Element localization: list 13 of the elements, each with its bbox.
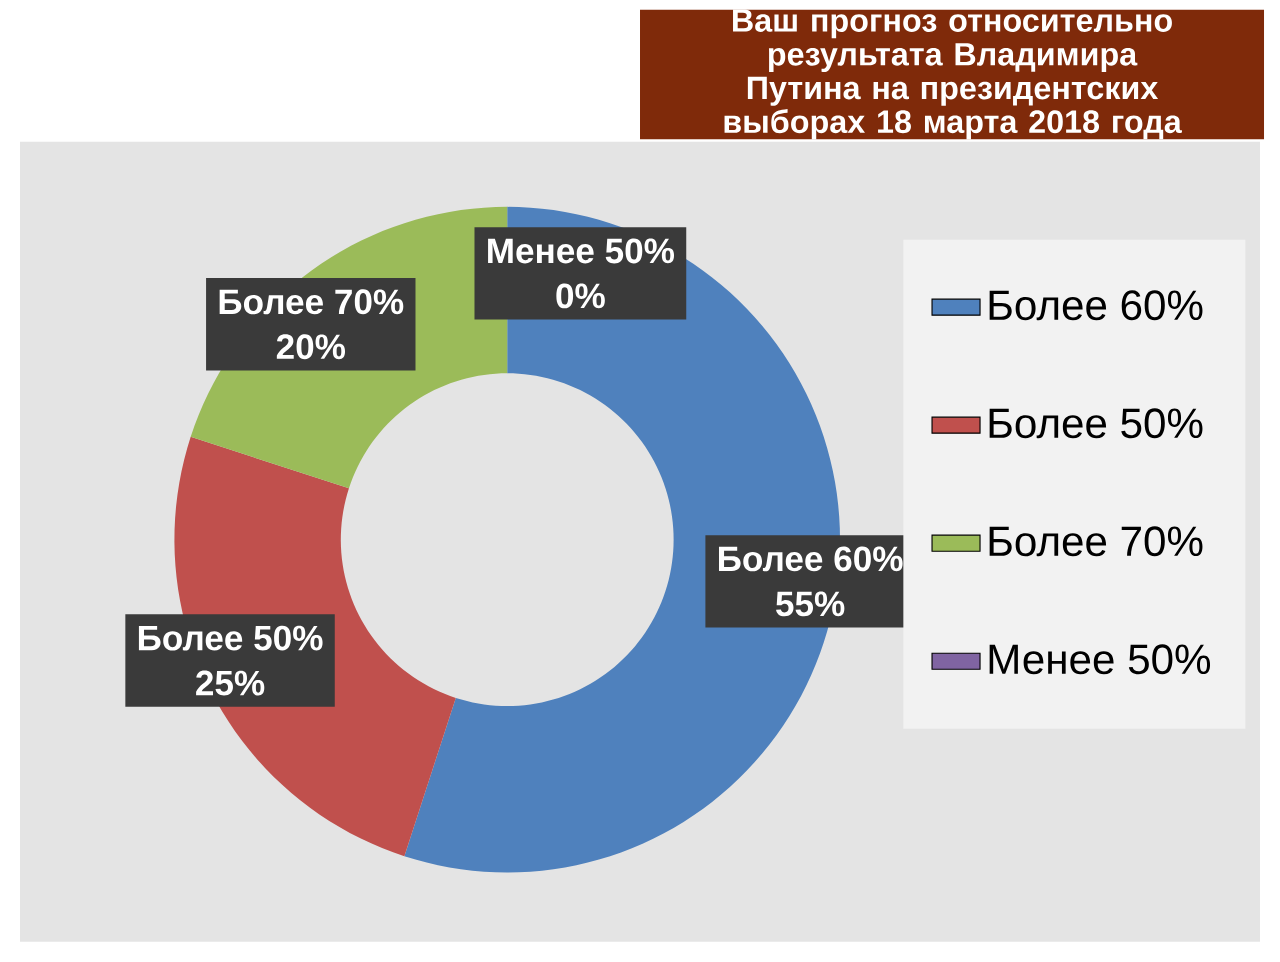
chart-title: Ваш прогноз относительно результата Владимира Путина на президентских выборах 18 марта 2018 года [724,9,1182,140]
data-label: 25% [196,670,265,696]
data-label: 20% [276,334,346,360]
slice-label: Более 70% [219,289,404,315]
slice-label: Более 60% [718,546,903,572]
legend-label: Менее 50% [989,644,1211,675]
category-label: Менее 50% [488,238,675,264]
slice-label: Более 50% [138,625,323,651]
data-label: 55% [776,591,845,617]
text: 0% [556,283,605,309]
legend-label: Более 60% [989,290,1203,321]
legend-label: Более 50% [989,408,1203,439]
legend-label: Более 70% [989,526,1203,557]
